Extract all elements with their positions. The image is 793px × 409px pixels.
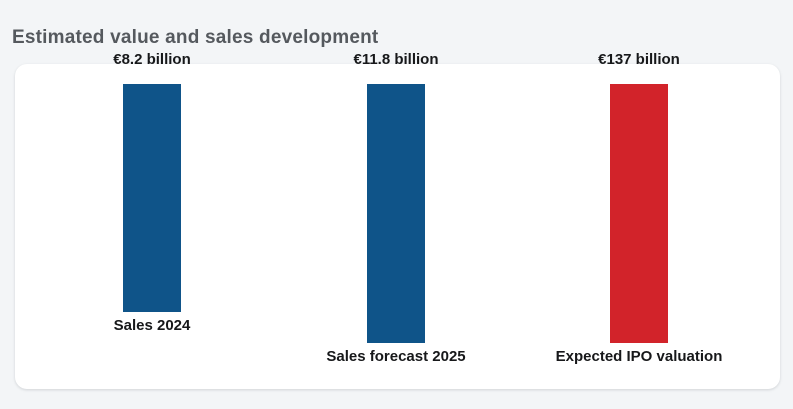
bar-value-label: €137 billion xyxy=(598,51,680,68)
bar-value-label: €11.8 billion xyxy=(353,51,439,68)
bar-value-label: €8.2 billion xyxy=(113,51,191,68)
bar-category-label: Expected IPO valuation xyxy=(555,348,723,365)
page-title: Estimated value and sales development xyxy=(12,27,379,48)
bar-expected-ipo-valuation xyxy=(610,84,668,343)
bar-category-label: Sales forecast 2025 xyxy=(326,348,466,365)
bar-sales-forecast-2025 xyxy=(367,84,425,343)
chart-card: €8.2 billion Sales 2024 €11.8 billion Sales… xyxy=(15,51,780,389)
bar-category-label: Sales 2024 xyxy=(113,317,191,334)
bar-sales-2024 xyxy=(123,84,181,312)
